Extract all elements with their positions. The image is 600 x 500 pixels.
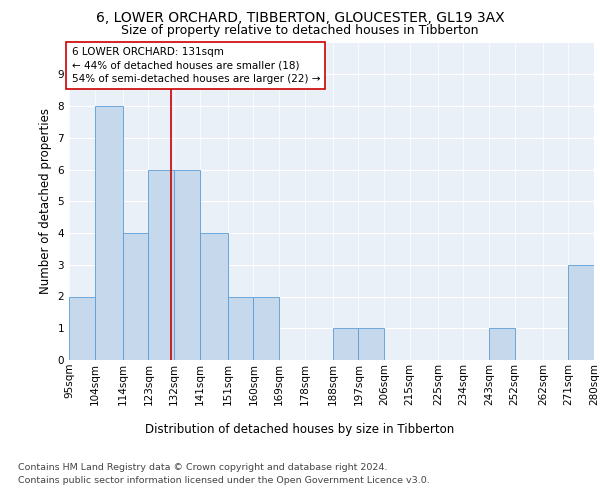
Bar [148,170,174,360]
Bar [123,233,148,360]
Bar [358,328,384,360]
Y-axis label: Number of detached properties: Number of detached properties [39,108,52,294]
Text: Contains public sector information licensed under the Open Government Licence v3: Contains public sector information licen… [18,476,430,485]
Bar [568,265,594,360]
Bar [69,296,95,360]
Text: 6, LOWER ORCHARD, TIBBERTON, GLOUCESTER, GL19 3AX: 6, LOWER ORCHARD, TIBBERTON, GLOUCESTER,… [95,11,505,25]
Text: Size of property relative to detached houses in Tibberton: Size of property relative to detached ho… [121,24,479,37]
Bar [253,296,279,360]
Bar [95,106,123,360]
Bar [333,328,358,360]
Text: 6 LOWER ORCHARD: 131sqm
← 44% of detached houses are smaller (18)
54% of semi-de: 6 LOWER ORCHARD: 131sqm ← 44% of detache… [71,48,320,84]
Text: Contains HM Land Registry data © Crown copyright and database right 2024.: Contains HM Land Registry data © Crown c… [18,462,388,471]
Text: Distribution of detached houses by size in Tibberton: Distribution of detached houses by size … [145,422,455,436]
Bar [489,328,515,360]
Bar [228,296,253,360]
Bar [174,170,200,360]
Bar [200,233,228,360]
